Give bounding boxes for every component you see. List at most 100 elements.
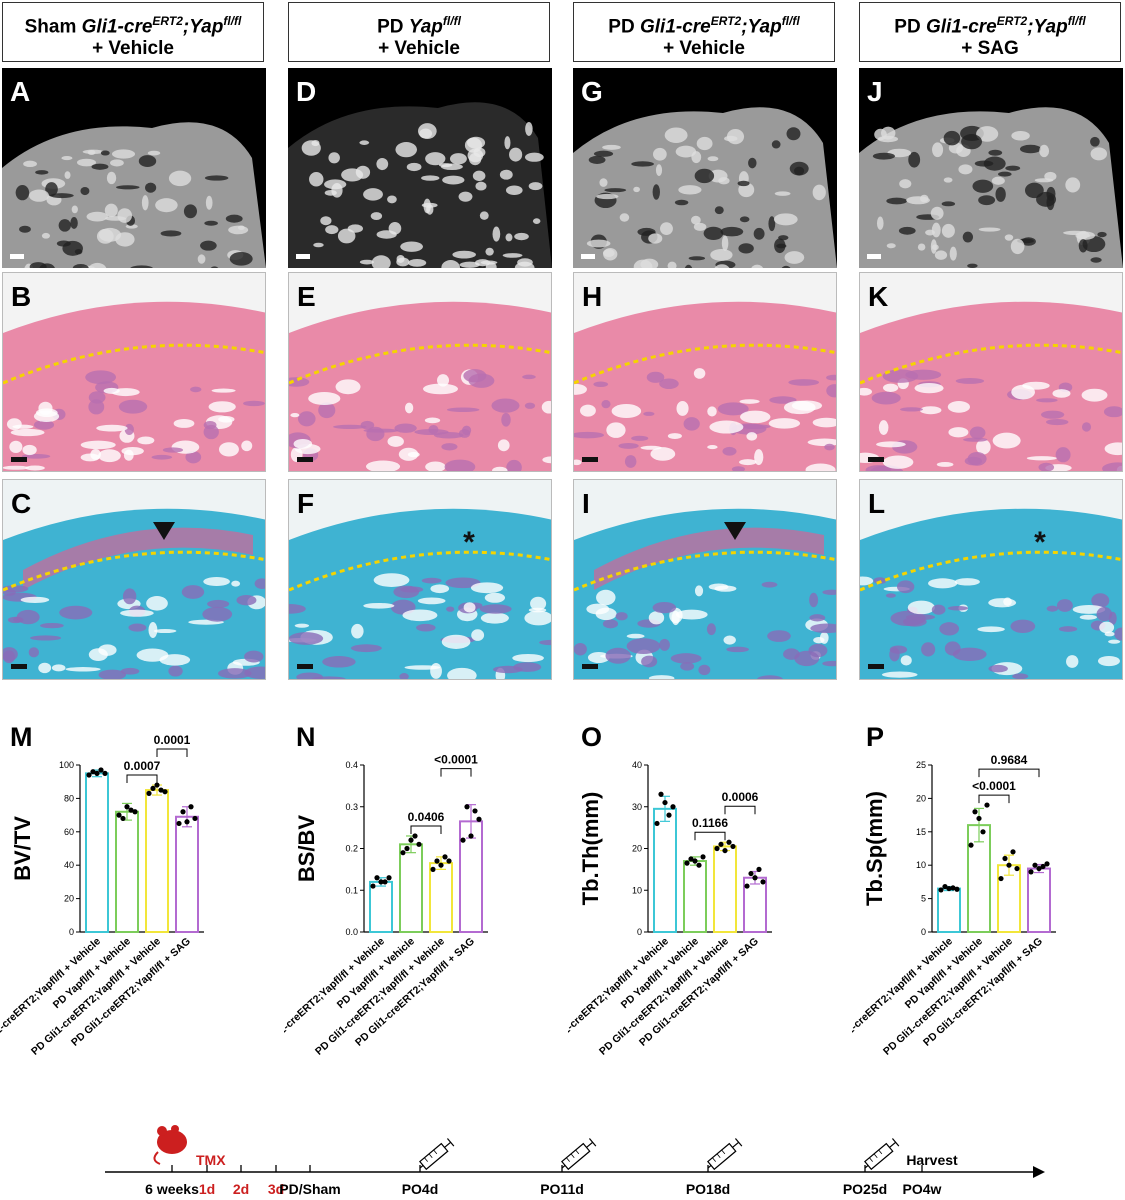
timeline-label: PO18d <box>686 1181 730 1197</box>
ct-image-g <box>573 68 837 268</box>
data-point <box>670 804 676 810</box>
y-tick-label: 20 <box>916 793 926 803</box>
sf-image-l: * <box>860 480 1122 679</box>
bar <box>937 887 961 933</box>
data-point <box>984 802 990 808</box>
data-point <box>180 809 186 815</box>
sf-panel-c: C <box>2 479 266 680</box>
sf-image-f: * <box>289 480 551 679</box>
chart-label-n: N <box>296 722 316 752</box>
data-point <box>998 875 1004 882</box>
data-point <box>726 839 732 845</box>
data-point <box>1014 865 1020 872</box>
data-point <box>460 837 466 843</box>
data-point <box>468 833 474 839</box>
sf-panel-f: * F <box>288 479 552 680</box>
tb-sp-chart: Tb.Sp(mm)0510152025Sham Gli1-creERT2;Yap… <box>852 753 1056 1067</box>
timeline-label: PO11d <box>540 1181 584 1197</box>
panel-letter: L <box>868 488 886 519</box>
arrowhead-icon <box>153 522 175 540</box>
data-point <box>722 847 728 854</box>
timeline-label: PD/Sham <box>279 1181 340 1197</box>
data-point <box>102 770 108 776</box>
y-tick-label: 20 <box>632 844 642 854</box>
y-tick-label: 0 <box>637 927 642 937</box>
y-tick-label: 0.0 <box>345 927 358 937</box>
data-point <box>696 862 702 868</box>
y-axis-label: BV/TV <box>10 816 35 881</box>
timeline-label: 1d <box>199 1181 215 1197</box>
data-point <box>718 841 724 847</box>
y-tick-label: 0.2 <box>345 844 358 854</box>
data-point <box>938 887 944 893</box>
category-label: PD Gli1-creERT2;Yapfl/fl + Vehicle <box>313 935 447 1057</box>
y-tick-label: 20 <box>64 894 74 904</box>
data-point <box>94 770 100 776</box>
bar <box>1027 867 1051 933</box>
ct-image-j <box>859 68 1123 268</box>
he-image-k <box>860 273 1122 471</box>
data-point <box>744 883 750 889</box>
ct-panel-j: J0.1mm <box>859 68 1123 268</box>
bar <box>175 815 199 933</box>
y-tick-label: 100 <box>59 760 74 770</box>
data-point <box>116 812 122 818</box>
y-tick-label: 10 <box>916 860 926 870</box>
comparison-bracket <box>724 805 756 815</box>
ct-image-d <box>288 68 552 268</box>
chart-label-o: O <box>581 722 603 752</box>
arrowhead-icon <box>724 522 746 540</box>
syringe-icon <box>707 1138 743 1171</box>
y-axis-label: Tb.Th(mm) <box>578 792 603 906</box>
timeline-label: PO4d <box>402 1181 439 1197</box>
timeline-label: PO4w <box>903 1181 942 1197</box>
column-header-3: PD Gli1-creERT2;Yapfl/fl + Vehicle <box>573 2 835 62</box>
asterisk-icon: * <box>463 526 475 559</box>
y-axis-label: Tb.Sp(mm) <box>862 791 887 906</box>
category-label: PD Gli1-creERT2;Yapfl/fl + Vehicle <box>881 935 1015 1057</box>
bar <box>145 789 169 933</box>
y-tick-label: 0.4 <box>345 760 358 770</box>
p-value-label: 0.0007 <box>124 759 161 773</box>
panel-letter: K <box>868 281 889 312</box>
y-tick-label: 15 <box>916 827 926 837</box>
data-point <box>976 815 982 822</box>
sf-panel-i: I <box>573 479 837 680</box>
y-tick-label: 25 <box>916 760 926 770</box>
asterisk-icon: * <box>1034 526 1046 559</box>
data-point <box>146 790 152 796</box>
data-point <box>1044 861 1050 867</box>
panel-letter: G <box>581 76 603 107</box>
y-tick-label: 0 <box>69 927 74 937</box>
data-point <box>162 789 168 795</box>
timeline-label: PO25d <box>843 1181 887 1197</box>
he-image-e <box>289 273 551 471</box>
timeline-label: 6 weeks <box>145 1181 199 1197</box>
data-point <box>434 858 440 864</box>
data-point <box>662 799 668 806</box>
he-panel-b: B <box>2 272 266 472</box>
he-image-b <box>3 273 265 471</box>
data-point <box>980 829 986 835</box>
data-point <box>714 845 720 852</box>
data-point <box>756 866 762 872</box>
data-point <box>730 843 736 850</box>
data-point <box>476 816 482 822</box>
data-point <box>184 819 190 825</box>
panel-letter: I <box>582 488 590 519</box>
panel-letter: A <box>10 76 31 107</box>
bar <box>85 772 109 933</box>
panel-letter: B <box>11 281 32 312</box>
data-point <box>176 820 182 827</box>
data-point <box>386 875 392 881</box>
bs-bv-chart: BS/BV0.00.10.20.30.4Sham Gli1-creERT2;Ya… <box>284 753 488 1067</box>
p-value-label: 0.0006 <box>722 790 759 804</box>
y-tick-label: 5 <box>921 894 926 904</box>
sf-panel-l: * L <box>859 479 1123 680</box>
y-tick-label: 40 <box>632 760 642 770</box>
p-value-label: 0.9684 <box>991 753 1028 767</box>
tb-th-chart: Tb.Th(mm)010203040Sham Gli1-creERT2;Yapf… <box>568 760 772 1067</box>
data-point <box>416 841 422 847</box>
data-point <box>688 856 694 862</box>
timeline-label: 2d <box>233 1181 249 1197</box>
